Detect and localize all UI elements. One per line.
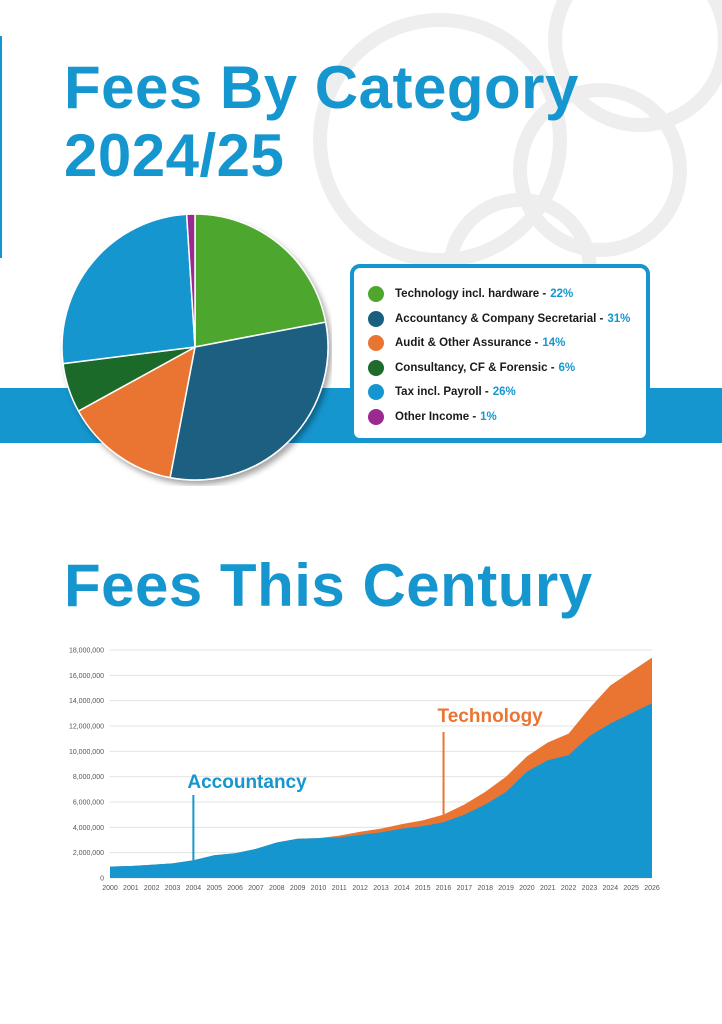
x-tick-label: 2021	[540, 885, 556, 892]
legend-item: Tax incl. Payroll -26%	[368, 380, 646, 405]
y-tick-label: 18,000,000	[69, 648, 104, 655]
left-accent-rule	[0, 36, 2, 258]
pie-slice-5	[185, 213, 196, 348]
legend-swatch	[368, 359, 384, 376]
y-tick-label: 12,000,000	[69, 724, 104, 731]
x-tick-label: 2012	[352, 885, 368, 892]
x-tick-label: 2022	[561, 885, 577, 892]
x-tick-label: 2002	[144, 885, 160, 892]
y-tick-label: 6,000,000	[73, 800, 104, 807]
x-tick-label: 2010	[311, 885, 327, 892]
pie-legend: Technology incl. hardware -22% Accountanc…	[350, 264, 650, 442]
x-tick-label: 2005	[206, 885, 222, 892]
legend-percent: 31%	[607, 312, 631, 325]
y-tick-label: 2,000,000	[73, 850, 104, 857]
x-tick-label: 2015	[415, 885, 431, 892]
legend-label: Audit & Other Assurance -	[395, 337, 539, 350]
legend-swatch	[368, 335, 384, 352]
legend-percent: 26%	[492, 386, 516, 399]
legend-percent: 22%	[550, 288, 574, 301]
title-line-2: 2024/25	[64, 122, 285, 189]
x-tick-label: 2018	[477, 885, 493, 892]
legend-label: Consultancy, CF & Forensic -	[395, 361, 555, 374]
x-tick-label: 2011	[332, 885, 347, 892]
pie-slice-0	[194, 213, 327, 348]
x-tick-label: 2000	[102, 885, 118, 892]
x-tick-label: 2017	[457, 885, 473, 892]
pie-slice-1	[169, 321, 329, 481]
area-series-accountancy	[110, 703, 652, 878]
y-tick-label: 14,000,000	[69, 698, 104, 705]
legend-item: Consultancy, CF & Forensic -6%	[368, 356, 646, 381]
legend-swatch	[368, 384, 384, 401]
legend-item: Technology incl. hardware -22%	[368, 282, 646, 307]
y-tick-label: 10,000,000	[69, 749, 104, 756]
y-tick-label: 16,000,000	[69, 673, 104, 680]
x-tick-label: 2019	[498, 885, 514, 892]
x-tick-label: 2013	[373, 885, 389, 892]
legend-label: Other Income -	[395, 410, 477, 423]
legend-percent: 6%	[558, 361, 576, 374]
annotation-label: Technology	[438, 706, 544, 727]
x-tick-label: 2016	[436, 885, 452, 892]
y-tick-label: 0	[100, 876, 104, 883]
area-chart: 0 2,000,000 4,000,000 6,000,000 8,000,000 10,…	[69, 648, 660, 893]
x-tick-label: 2025	[623, 885, 639, 892]
x-tick-label: 2020	[519, 885, 535, 892]
legend-label: Tax incl. Payroll -	[395, 386, 489, 399]
pie-slice-4	[61, 213, 196, 365]
x-tick-label: 2003	[165, 885, 181, 892]
y-tick-label: 8,000,000	[73, 774, 104, 781]
legend-item: Audit & Other Assurance -14%	[368, 331, 646, 356]
x-tick-label: 2026	[644, 885, 660, 892]
title-line-1: Fees By Category	[64, 54, 579, 121]
fees-this-century-title: Fees This Century	[64, 552, 593, 619]
legend-item: Other Income -1%	[368, 405, 646, 430]
legend-swatch	[368, 310, 384, 327]
x-tick-label: 2006	[227, 885, 243, 892]
fees-by-category-title: Fees By Category 2024/25	[64, 54, 579, 190]
x-tick-label: 2008	[269, 885, 285, 892]
x-tick-label: 2001	[123, 885, 139, 892]
y-tick-label: 4,000,000	[73, 825, 104, 832]
x-tick-label: 2023	[582, 885, 598, 892]
legend-label: Technology incl. hardware -	[395, 288, 547, 301]
legend-percent: 1%	[480, 410, 497, 423]
pie-chart	[61, 213, 329, 481]
legend-percent: 14%	[542, 337, 566, 350]
x-tick-label: 2007	[248, 885, 264, 892]
x-tick-label: 2014	[394, 885, 410, 892]
pie-slice-2	[77, 345, 197, 479]
legend-swatch	[368, 408, 384, 425]
legend-label: Accountancy & Company Secretarial -	[395, 312, 604, 325]
x-tick-label: 2004	[186, 885, 202, 892]
x-tick-label: 2009	[290, 885, 306, 892]
legend-item: Accountancy & Company Secretarial -31%	[368, 307, 646, 332]
x-tick-label: 2024	[603, 885, 619, 892]
legend-swatch	[368, 286, 384, 303]
annotation-label: Accountancy	[187, 772, 307, 793]
